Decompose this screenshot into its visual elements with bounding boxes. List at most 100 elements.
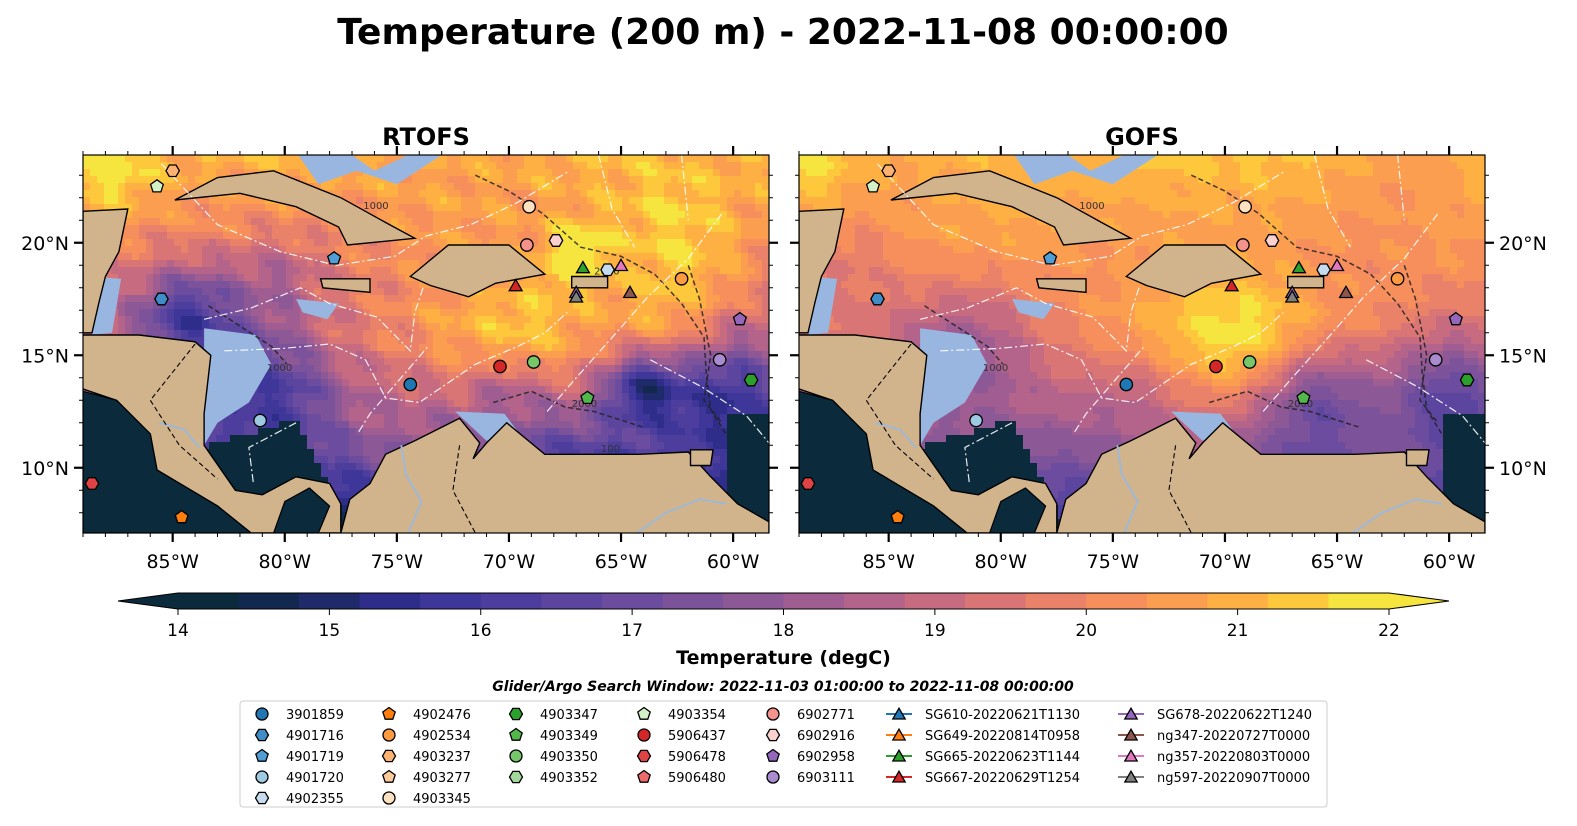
temperature-cell <box>643 449 651 457</box>
temperature-cell <box>433 218 441 226</box>
temperature-cell <box>132 190 140 198</box>
temperature-cell <box>629 155 637 163</box>
temperature-cell <box>419 211 427 219</box>
temperature-cell <box>314 400 322 408</box>
temperature-cell <box>531 351 539 359</box>
temperature-cell <box>209 449 217 457</box>
temperature-cell <box>118 155 126 163</box>
temperature-cell <box>755 239 763 247</box>
temperature-cell <box>433 176 441 184</box>
temperature-cell <box>573 211 581 219</box>
temperature-cell <box>692 372 700 380</box>
temperature-cell <box>531 302 539 310</box>
temperature-cell <box>657 316 665 324</box>
temperature-cell <box>706 295 714 303</box>
temperature-cell <box>202 176 210 184</box>
temperature-cell <box>720 183 728 191</box>
temperature-cell <box>601 379 609 387</box>
temperature-cell <box>181 239 189 247</box>
temperature-cell <box>482 190 490 198</box>
temperature-cell <box>314 435 322 443</box>
temperature-cell <box>419 281 427 289</box>
temperature-cell <box>531 288 539 296</box>
temperature-cell <box>468 218 476 226</box>
temperature-cell <box>237 169 245 177</box>
temperature-cell <box>727 309 735 317</box>
temperature-cell <box>209 162 217 170</box>
temperature-cell <box>748 183 756 191</box>
temperature-cell <box>209 225 217 233</box>
temperature-cell <box>153 260 161 268</box>
temperature-cell <box>594 309 602 317</box>
temperature-cell <box>314 323 322 331</box>
temperature-cell <box>216 435 224 443</box>
temperature-cell <box>489 176 497 184</box>
temperature-cell <box>748 197 756 205</box>
temperature-cell <box>307 449 315 457</box>
temperature-cell <box>419 372 427 380</box>
temperature-cell <box>328 470 336 478</box>
temperature-cell <box>216 316 224 324</box>
temperature-cell <box>727 393 735 401</box>
temperature-cell <box>650 323 658 331</box>
temperature-cell <box>629 197 637 205</box>
temperature-cell <box>307 351 315 359</box>
temperature-cell <box>580 365 588 373</box>
temperature-cell <box>601 176 609 184</box>
temperature-cell <box>153 232 161 240</box>
temperature-cell <box>461 211 469 219</box>
temperature-cell <box>720 407 728 415</box>
temperature-cell <box>412 386 420 394</box>
temperature-cell <box>699 183 707 191</box>
temperature-cell <box>489 232 497 240</box>
temperature-cell <box>615 211 623 219</box>
temperature-cell <box>643 204 651 212</box>
temperature-cell <box>762 484 769 492</box>
temperature-cell <box>692 379 700 387</box>
temperature-cell <box>454 393 462 401</box>
temperature-cell <box>244 246 252 254</box>
temperature-cell <box>391 344 399 352</box>
temperature-cell <box>279 386 287 394</box>
temperature-cell <box>510 183 518 191</box>
temperature-cell <box>629 365 637 373</box>
temperature-cell <box>272 274 280 282</box>
temperature-cell <box>321 295 329 303</box>
temperature-cell <box>503 407 511 415</box>
temperature-cell <box>678 400 686 408</box>
temperature-cell <box>552 155 560 163</box>
temperature-cell <box>328 435 336 443</box>
temperature-cell <box>384 190 392 198</box>
temperature-cell <box>671 218 679 226</box>
temperature-cell <box>762 225 769 233</box>
temperature-cell <box>174 225 182 233</box>
temperature-cell <box>650 351 658 359</box>
temperature-cell <box>475 400 483 408</box>
temperature-cell <box>321 477 329 485</box>
temperature-cell <box>594 225 602 233</box>
temperature-cell <box>447 414 455 422</box>
temperature-cell <box>685 176 693 184</box>
temperature-cell <box>692 239 700 247</box>
temperature-cell <box>615 232 623 240</box>
temperature-cell <box>727 323 735 331</box>
temperature-cell <box>230 246 238 254</box>
temperature-cell <box>279 281 287 289</box>
temperature-cell <box>426 428 434 436</box>
temperature-cell <box>566 379 574 387</box>
temperature-cell <box>552 386 560 394</box>
temperature-cell <box>762 155 769 163</box>
temperature-cell <box>265 288 273 296</box>
temperature-cell <box>398 407 406 415</box>
temperature-cell <box>573 260 581 268</box>
temperature-cell <box>643 253 651 261</box>
temperature-cell <box>258 337 266 345</box>
temperature-cell <box>363 302 371 310</box>
temperature-cell <box>356 456 364 464</box>
temperature-cell <box>706 470 714 478</box>
temperature-cell <box>643 323 651 331</box>
temperature-cell <box>510 239 518 247</box>
temperature-cell <box>559 232 567 240</box>
temperature-cell <box>342 274 350 282</box>
temperature-cell <box>524 253 532 261</box>
